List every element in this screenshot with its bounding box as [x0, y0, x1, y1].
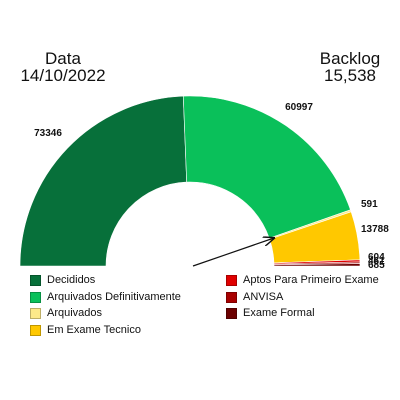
- legend-label: Decididos: [47, 274, 96, 286]
- legend-swatch: [30, 324, 41, 336]
- legend-item-anvisa: ANVISA: [226, 291, 283, 303]
- data-label-0: 73346: [34, 128, 62, 139]
- legend-label: Arquivados: [47, 307, 103, 319]
- data-label-1: 60997: [285, 102, 313, 113]
- legend-item-exame-formal: Exame Formal: [226, 307, 315, 319]
- backlog-label: Backlog: [319, 49, 381, 68]
- data-label-6: 685: [368, 260, 385, 271]
- annotation-arrow: [192, 238, 274, 267]
- legend-label: Exame Formal: [243, 307, 315, 319]
- segment-1: [182, 95, 351, 239]
- legend-swatch: [30, 274, 41, 286]
- legend-item-decididos: Decididos: [30, 274, 95, 286]
- legend-label: Arquivados Definitivamente: [47, 291, 181, 303]
- legend-swatch: [226, 274, 237, 286]
- backlog-header: Backlog 15,538: [300, 50, 400, 84]
- legend-label: ANVISA: [243, 291, 284, 303]
- legend-item-arquivados: Arquivados: [30, 307, 102, 319]
- legend-item-aptos-para-primeiro-exame: Aptos Para Primeiro Exame: [226, 274, 379, 286]
- legend-label: Aptos Para Primeiro Exame: [243, 274, 379, 286]
- data-label-5: 461: [368, 256, 385, 267]
- backlog-value: 15,538: [324, 66, 376, 85]
- legend-item-em-exame-tecnico: Em Exame Tecnico: [30, 324, 141, 336]
- data-label-3: 13788: [361, 224, 389, 235]
- data-label-4: 604: [368, 252, 385, 263]
- date-header: Data 14/10/2022: [8, 50, 118, 84]
- data-label-2: 591: [361, 199, 378, 210]
- date-value: 14/10/2022: [20, 66, 106, 85]
- legend-swatch: [30, 291, 41, 303]
- segment-6: [273, 263, 361, 267]
- segment-0: [19, 95, 187, 267]
- date-label: Data: [45, 49, 81, 68]
- legend-label: Em Exame Tecnico: [47, 324, 141, 336]
- legend-swatch: [30, 307, 41, 319]
- legend-item-arquivados-definitivamente: Arquivados Definitivamente: [30, 291, 181, 303]
- legend-swatch: [226, 291, 237, 303]
- legend-swatch: [226, 307, 237, 319]
